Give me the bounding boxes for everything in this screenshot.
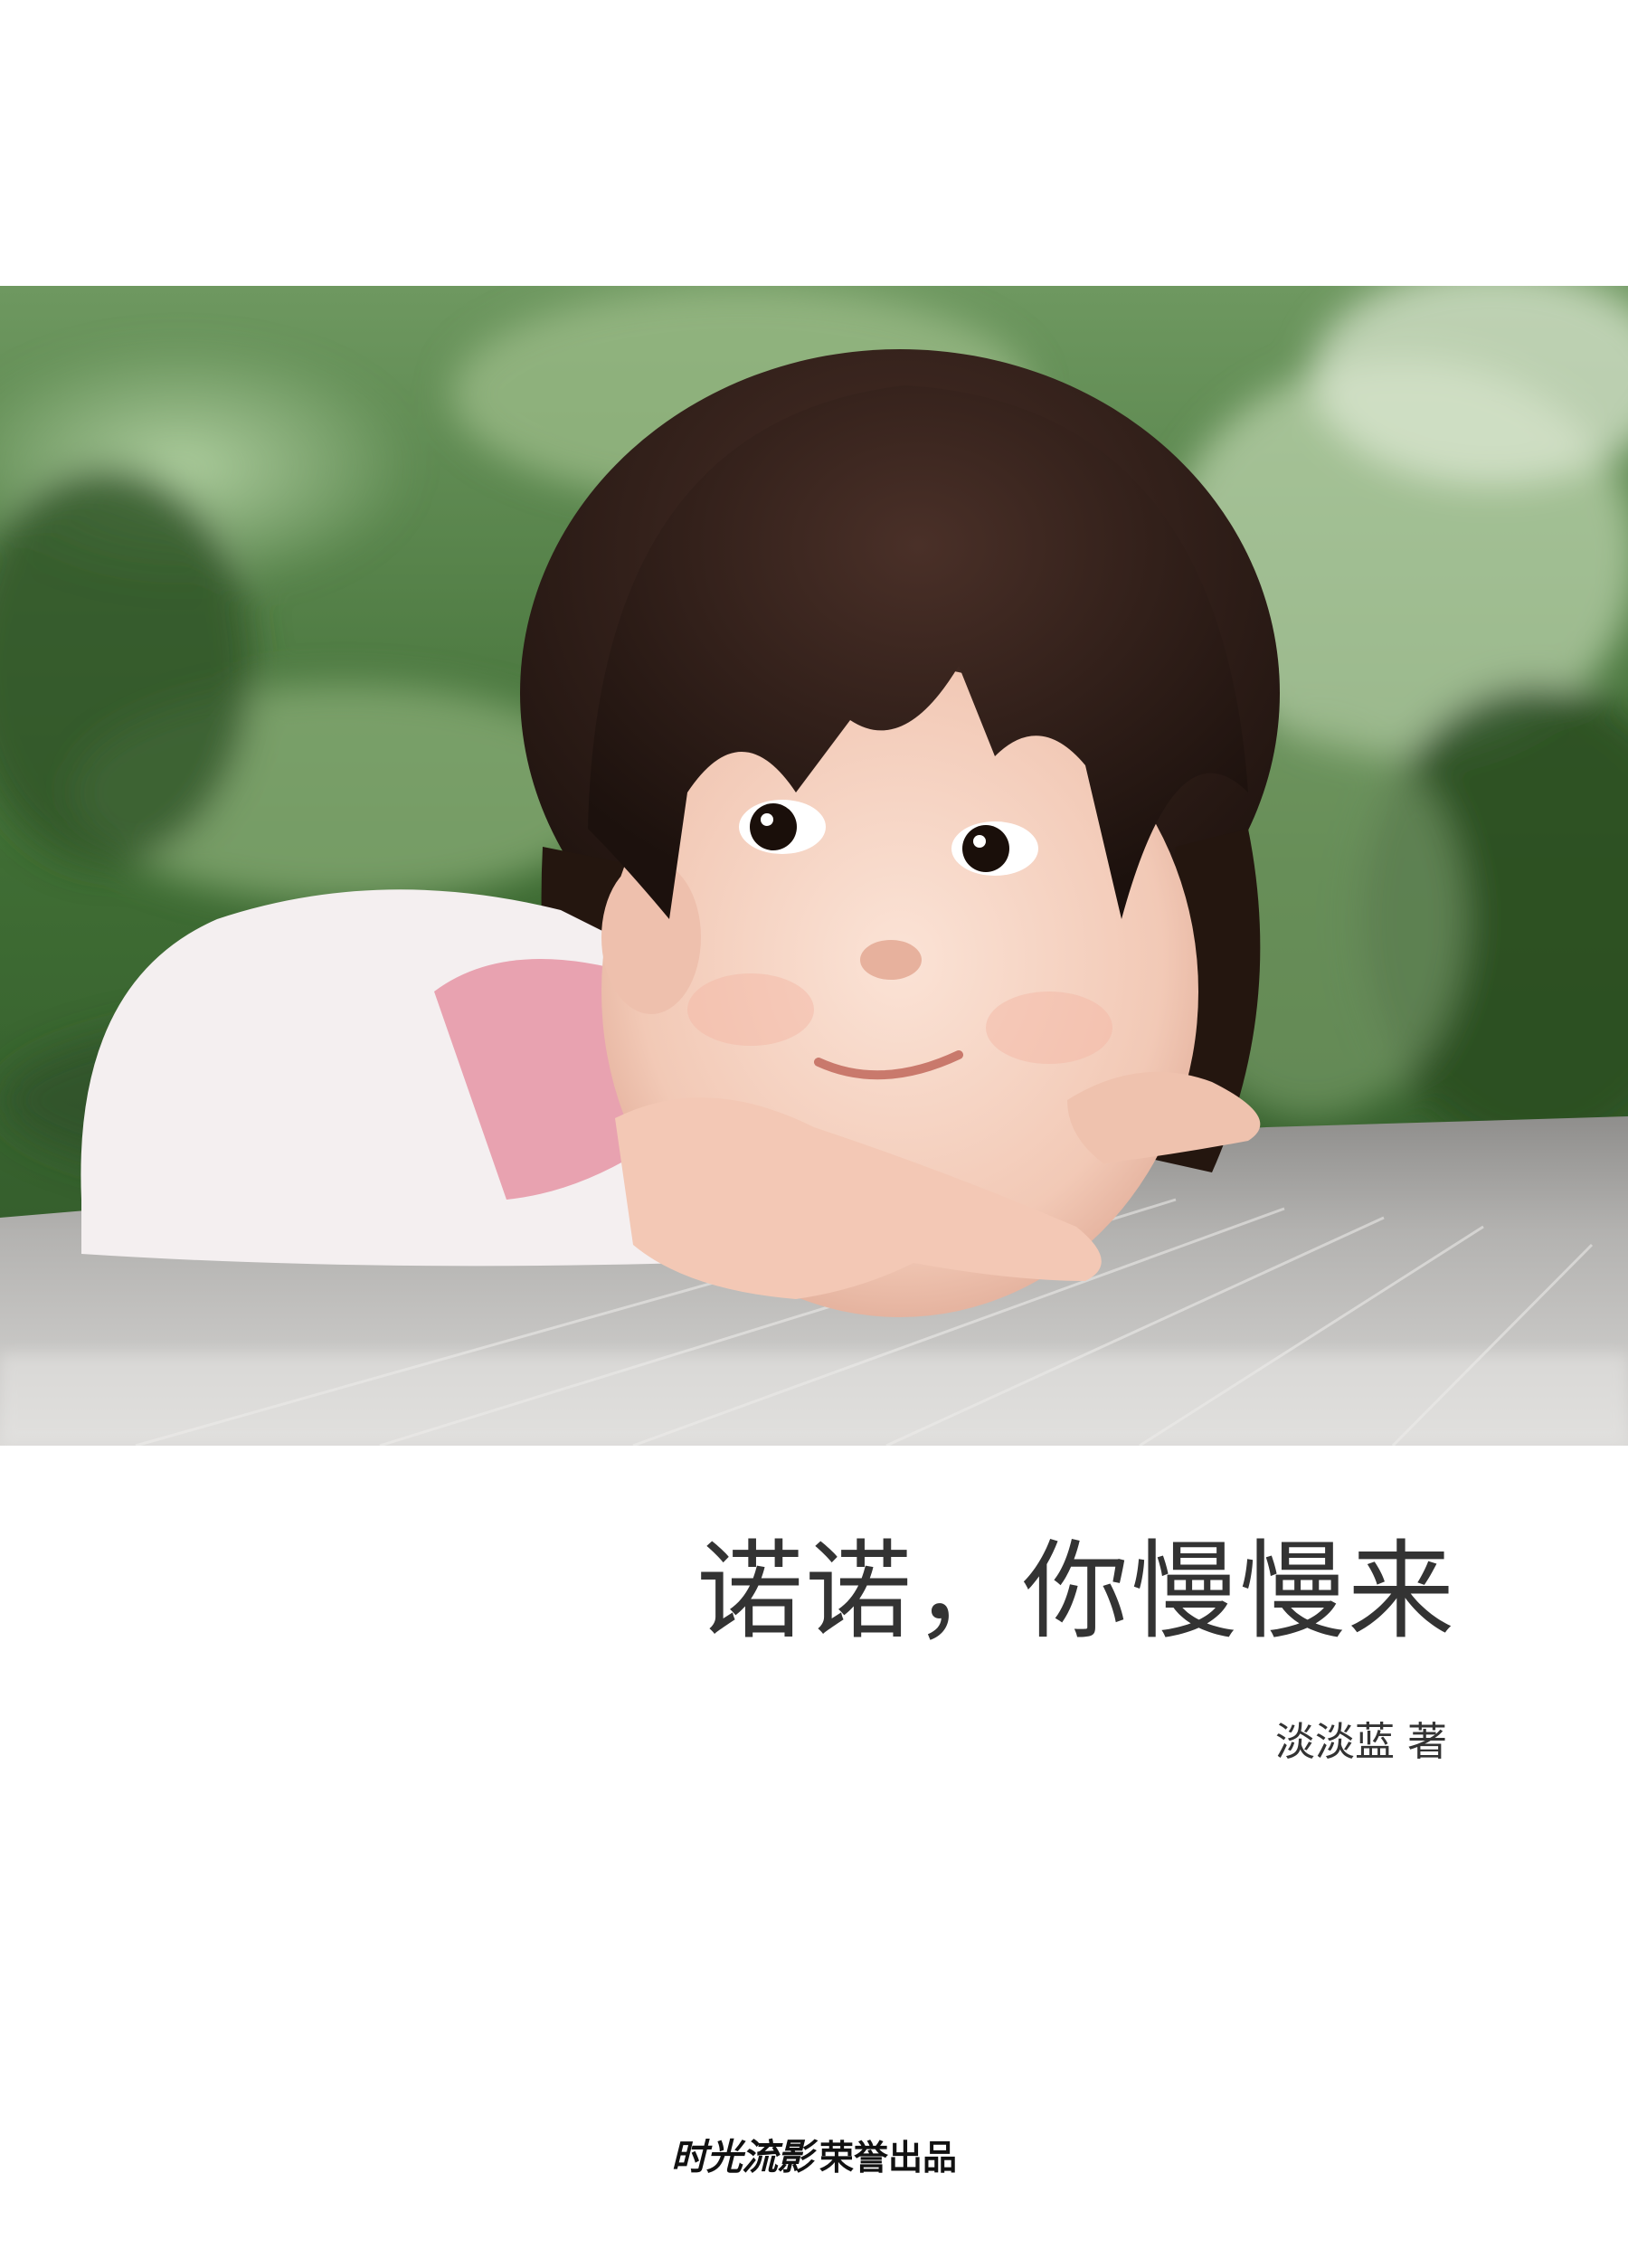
right-hand bbox=[1067, 1071, 1261, 1163]
smile bbox=[814, 1050, 963, 1080]
author-line: 淡淡蓝 著 bbox=[1275, 1719, 1447, 1765]
publisher-credit: 时光流影 荣誉出品 bbox=[633, 2130, 995, 2185]
cover-photo bbox=[0, 286, 1628, 1446]
hair-bangs bbox=[588, 385, 1248, 919]
left-hand bbox=[615, 1097, 1102, 1299]
publisher-credit-text: 荣誉出品 bbox=[819, 2138, 957, 2178]
publisher-logo: 时光流影 bbox=[670, 2137, 813, 2178]
book-title: 诺诺，你慢慢来 bbox=[696, 1529, 1456, 1654]
